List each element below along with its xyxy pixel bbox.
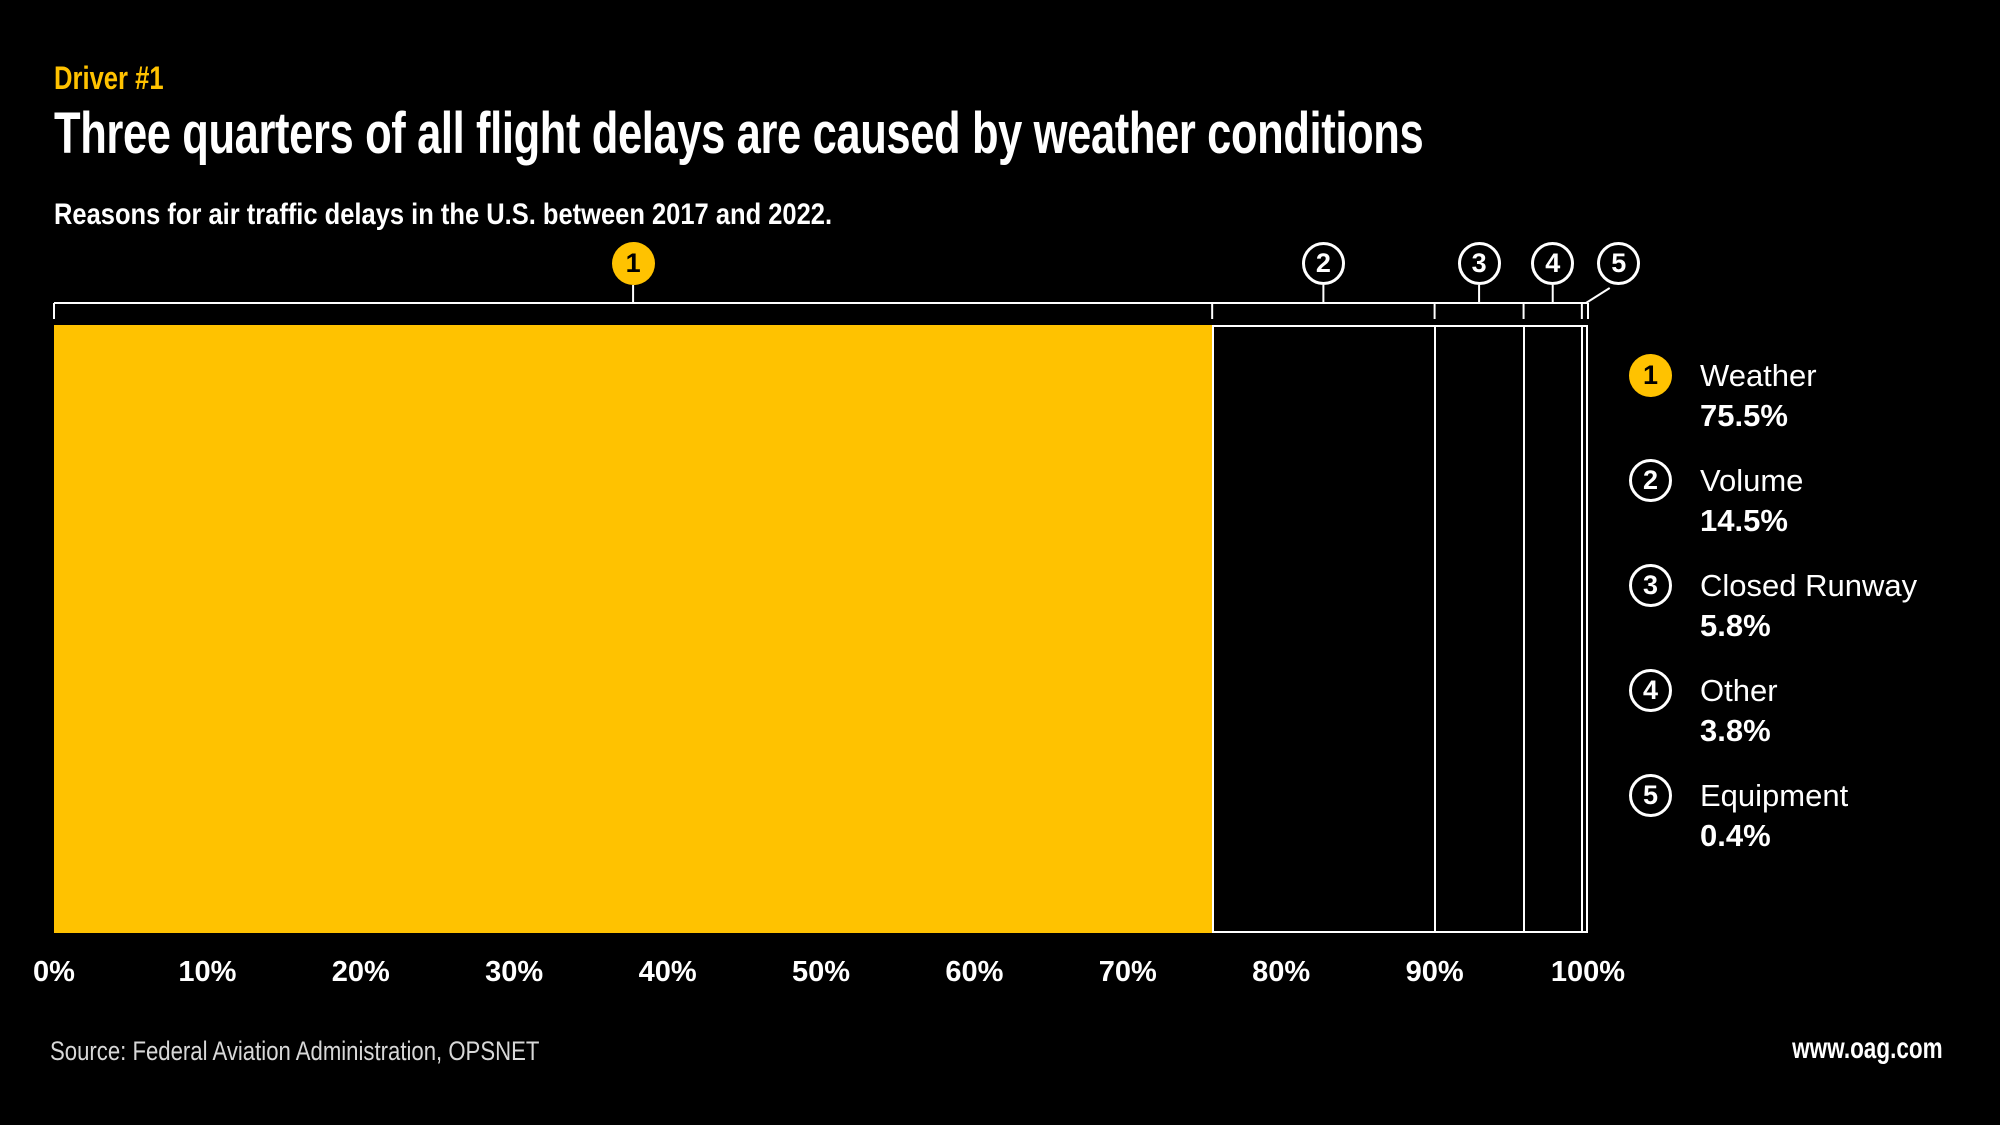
legend-circle-3: 3 [1629,564,1672,607]
legend-circle-1: 1 [1629,354,1672,397]
legend-label: Closed Runway [1700,568,1918,603]
legend-value: 14.5% [1700,503,1788,538]
legend-label: Equipment [1700,778,1849,813]
axis-tick-label: 90% [1405,956,1464,988]
axis-tick-label: 0% [33,956,75,988]
legend-value: 0.4% [1700,818,1771,853]
axis-tick-label: 80% [1252,956,1311,988]
diagonal-connector [1585,287,1611,304]
segment-divider [1522,325,1525,933]
segment-divider [1433,325,1436,933]
axis-tick-label: 50% [791,956,851,988]
legend-item-closed-runway: 3 Closed Runway 5.8% [1629,564,1917,669]
legend-item-equipment: 5 Equipment 0.4% [1629,774,1917,879]
segment-circle-2: 2 [1301,242,1345,285]
page-title: Three quarters of all flight delays are … [54,101,1424,166]
legend-text: Weather 75.5% [1700,354,1817,435]
legend-text: Closed Runway 5.8% [1700,564,1917,645]
bar-segment-weather [54,325,1213,933]
chart-subtitle: Reasons for air traffic delays in the U.… [54,198,833,231]
legend-value: 5.8% [1700,608,1771,643]
legend-item-weather: 1 Weather 75.5% [1629,354,1917,459]
website-url: www.oag.com [1792,1032,1943,1065]
segment-circle-4: 4 [1531,242,1575,285]
legend-text: Volume 14.5% [1700,459,1803,540]
axis-tick-label: 60% [945,956,1004,988]
bar-segments-remainder [1212,325,1588,933]
axis-tick-label: 20% [331,956,390,988]
axis-tick-label: 40% [638,956,697,988]
legend: 1 Weather 75.5% 2 Volume 14.5% 3 Closed Runway 5… [1629,354,1917,879]
legend-circle-4: 4 [1629,669,1672,712]
segment-circle-1: 1 [611,242,655,285]
legend-label: Volume [1700,463,1804,498]
legend-label: Weather [1700,358,1817,393]
stacked-bar [54,325,1588,933]
legend-circle-2: 2 [1629,459,1672,502]
kicker: Driver #1 [54,60,164,96]
segment-circle-5: 5 [1597,242,1641,285]
axis-tick-label: 10% [178,956,237,988]
segment-circle-3: 3 [1457,242,1501,285]
x-axis: 0% 10% 20% 30% 40% 50% 60% 70% 80% 90% 100% [0,956,2000,996]
segment-divider [1580,325,1583,933]
legend-item-volume: 2 Volume 14.5% [1629,459,1917,564]
legend-value: 75.5% [1700,398,1788,433]
legend-text: Equipment 0.4% [1700,774,1848,855]
legend-item-other: 4 Other 3.8% [1629,669,1917,774]
axis-tick-label: 70% [1098,956,1157,988]
legend-label: Other [1700,673,1778,708]
axis-tick-label: 30% [485,956,544,988]
source-note: Source: Federal Aviation Administration,… [50,1036,540,1066]
legend-text: Other 3.8% [1700,669,1778,750]
axis-tick-label: 100% [1550,956,1626,988]
legend-circle-5: 5 [1629,774,1672,817]
legend-value: 3.8% [1700,713,1771,748]
